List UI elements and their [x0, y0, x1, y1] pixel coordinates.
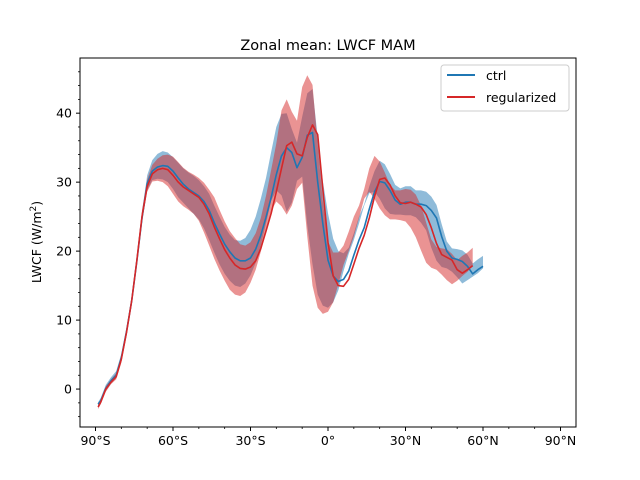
- x-tick-label: 30°N: [390, 433, 422, 448]
- y-tick-label: 20: [56, 244, 72, 259]
- x-tick-label: 90°S: [80, 433, 110, 448]
- chart-title: Zonal mean: LWCF MAM: [240, 38, 415, 54]
- y-axis-label-main: LWCF (W/m: [29, 211, 44, 283]
- line-regularized: [97, 124, 474, 408]
- series-lines: [97, 124, 484, 408]
- x-tick-label: 60°S: [158, 433, 188, 448]
- y-tick-label: 30: [56, 175, 72, 190]
- band-regularized: [98, 75, 473, 410]
- legend: ctrl regularized: [440, 64, 570, 112]
- y-axis-label-superscript: 2: [29, 206, 39, 212]
- x-tick-label: 60°N: [467, 433, 499, 448]
- y-axis-label-close: ): [29, 201, 44, 206]
- x-tick-label: 30°S: [235, 433, 265, 448]
- x-axis: 90°S 60°S 30°S 0° 30°N 60°N 90°N: [80, 427, 576, 448]
- y-axis-label: LWCF (W/m2): [29, 201, 44, 283]
- y-axis: 0 10 20 30 40: [56, 71, 80, 418]
- legend-label-ctrl: ctrl: [486, 68, 506, 83]
- uncertainty-bands: [98, 75, 483, 410]
- y-tick-label: 10: [56, 313, 72, 328]
- y-tick-label: 0: [64, 382, 72, 397]
- line-ctrl: [97, 131, 484, 405]
- legend-box: [440, 64, 570, 112]
- y-tick-label: 40: [56, 106, 72, 121]
- band-ctrl: [98, 89, 483, 407]
- legend-label-regularized: regularized: [486, 90, 556, 105]
- x-tick-label: 0°: [321, 433, 335, 448]
- x-tick-label: 90°N: [545, 433, 577, 448]
- plot-area: [97, 75, 484, 410]
